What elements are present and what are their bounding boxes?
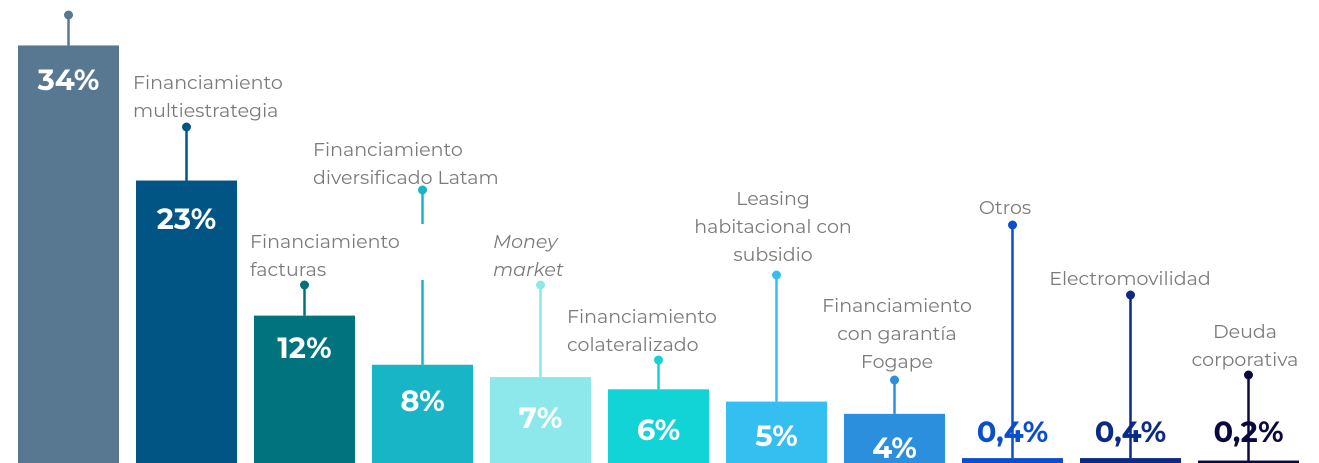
bar xyxy=(1198,460,1299,463)
category-label: Otros xyxy=(979,196,1031,219)
bar xyxy=(608,389,709,463)
category-label: Leasing habitacional con subsidio xyxy=(694,187,851,266)
pin-dot xyxy=(772,270,781,280)
pin-dot xyxy=(536,280,545,290)
bar xyxy=(254,315,355,463)
pin-dot xyxy=(64,10,73,20)
bar xyxy=(18,45,119,463)
value-label: 7% xyxy=(519,401,563,436)
value-label: 0,2% xyxy=(1213,415,1283,450)
pin-dot xyxy=(1008,220,1017,230)
pin-dot xyxy=(418,185,427,195)
category-label: Money market xyxy=(493,230,564,281)
value-label: 6% xyxy=(637,413,680,448)
value-label: 12% xyxy=(277,331,331,366)
pin-dot xyxy=(182,122,191,132)
category-label: Deuda corporativa xyxy=(1192,320,1299,371)
category-label: Financiamiento colateralizado xyxy=(567,305,717,356)
pin-dot xyxy=(890,375,899,385)
value-label: 34% xyxy=(37,63,100,98)
category-label: Financiamiento con garantía Fogape xyxy=(822,294,972,373)
bar xyxy=(372,364,473,463)
bar xyxy=(962,458,1063,463)
category-label: Financiamiento multiestrategia xyxy=(133,71,283,122)
value-label: 4% xyxy=(872,431,917,463)
pin-dot xyxy=(1244,370,1253,380)
category-label: Financiamiento diversificado Latam xyxy=(313,138,499,189)
value-label: 23% xyxy=(157,202,216,237)
bar xyxy=(490,377,591,463)
pin-dot xyxy=(1126,290,1135,300)
pin-dot xyxy=(654,355,663,365)
value-label: 5% xyxy=(755,419,797,454)
bar xyxy=(1080,458,1181,463)
value-label: 0,4% xyxy=(977,415,1048,450)
value-label: 0,4% xyxy=(1095,415,1166,450)
bar xyxy=(726,401,827,463)
pin-dot xyxy=(300,280,309,290)
category-label: Electromovilidad xyxy=(1049,267,1211,290)
category-label: Financiamiento facturas xyxy=(250,230,400,281)
value-label: 8% xyxy=(400,384,444,419)
bar xyxy=(136,180,237,463)
bar xyxy=(844,413,945,463)
